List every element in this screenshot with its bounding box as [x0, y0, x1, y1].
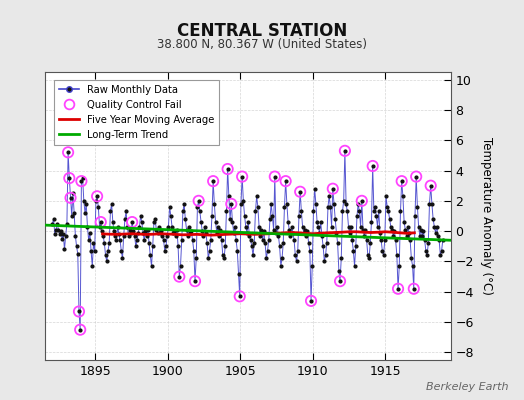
Point [64, 149, 72, 156]
Y-axis label: Temperature Anomaly (°C): Temperature Anomaly (°C) [481, 137, 494, 295]
Point [427, 182, 435, 189]
Point [235, 293, 244, 300]
Point [67, 195, 75, 201]
Point [281, 178, 290, 184]
Point [329, 186, 337, 192]
Text: 38.800 N, 80.367 W (United States): 38.800 N, 80.367 W (United States) [157, 38, 367, 51]
Point [270, 173, 279, 180]
Text: CENTRAL STATION: CENTRAL STATION [177, 22, 347, 40]
Point [296, 188, 304, 195]
Point [209, 178, 217, 184]
Text: Berkeley Earth: Berkeley Earth [426, 382, 508, 392]
Point [341, 148, 349, 154]
Point [128, 219, 136, 225]
Point [76, 326, 84, 333]
Point [75, 308, 83, 315]
Point [194, 198, 203, 204]
Point [191, 278, 199, 284]
Point [410, 286, 418, 292]
Point [223, 166, 232, 172]
Point [307, 298, 315, 304]
Point [412, 173, 420, 180]
Point [96, 219, 105, 225]
Point [357, 198, 366, 204]
Point [336, 278, 344, 284]
Point [65, 175, 73, 181]
Point [398, 178, 406, 184]
Point [93, 193, 101, 200]
Point [238, 173, 246, 180]
Legend: Raw Monthly Data, Quality Control Fail, Five Year Moving Average, Long-Term Tren: Raw Monthly Data, Quality Control Fail, … [53, 80, 219, 145]
Point [175, 274, 183, 280]
Point [77, 178, 85, 184]
Point [368, 163, 377, 169]
Point [394, 286, 402, 292]
Point [227, 201, 235, 207]
